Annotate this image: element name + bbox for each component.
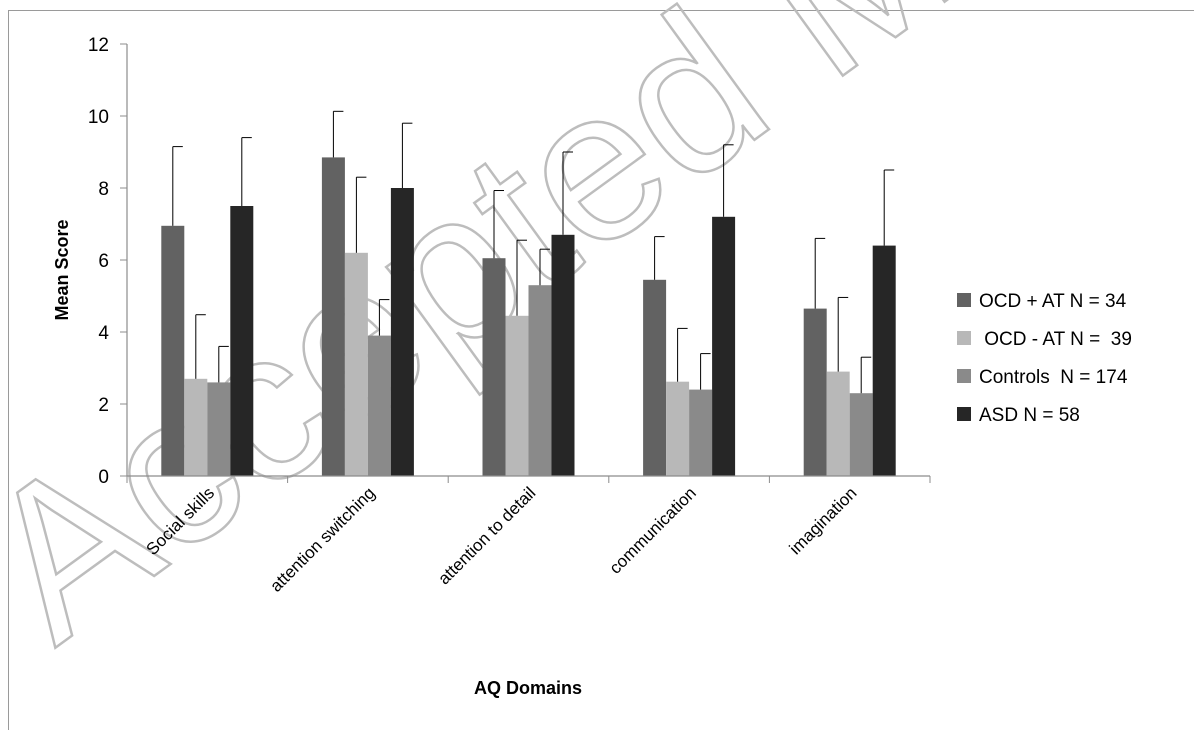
x-axis-title: AQ Domains [474,678,582,698]
error-bar-2-3 [700,353,711,390]
y-tick-label-12: 12 [88,35,109,56]
bar-3-4 [872,245,896,476]
bar-2-3 [689,389,713,476]
bar-1-1 [344,252,368,476]
legend-label-2: Controls N = 174 [979,367,1128,388]
legend-swatch-3 [957,407,971,421]
error-bar-3-2 [562,151,573,235]
error-bar-0-1 [332,110,344,158]
bar-0-2 [482,258,506,476]
y-tick-label-10: 10 [88,107,109,128]
bar-3-2 [551,234,575,476]
legend-swatch-0 [957,293,971,307]
error-bar-0-2 [493,190,504,259]
error-bar-3-1 [401,122,413,188]
axes-layer [120,43,931,483]
error-bar-2-0 [218,345,229,383]
error-bar-3-4 [883,169,895,246]
legend-item-2: Controls N = 174 [957,367,1128,388]
bar-2-0 [207,382,231,476]
y-axis-title: Mean Score [52,219,72,320]
legend-swatch-1 [957,331,971,345]
y-tick-label-0: 0 [98,467,109,488]
error-bar-1-4 [837,296,849,372]
bar-1-3 [666,381,690,476]
error-bar-1-2 [516,239,527,316]
legend-label-3: ASD N = 58 [979,405,1080,426]
y-tick-label-8: 8 [98,179,109,200]
error-bar-1-1 [355,176,367,253]
bar-0-3 [643,279,667,476]
error-bar-1-3 [677,327,688,382]
error-bar-0-4 [814,237,826,309]
error-bar-1-0 [195,314,206,379]
error-bar-0-0 [172,146,183,226]
error-bar-3-0 [241,137,252,206]
bar-1-2 [505,315,529,476]
bar-2-4 [849,393,873,476]
chart-frame [8,10,1194,730]
error-bar-2-1 [378,299,390,336]
bar-2-1 [367,335,391,476]
legend-item-1: OCD - AT N = 39 [957,329,1132,350]
y-tick-label-6: 6 [98,251,109,272]
bar-1-0 [184,378,208,476]
bar-3-0 [230,206,254,476]
bar-3-1 [390,188,414,476]
category-label-3: communication [606,483,700,577]
legend: OCD + AT N = 34 OCD - AT N = 39 Controls … [957,291,1132,426]
category-label-4: imagination [786,483,861,558]
bar-2-2 [528,285,552,476]
legend-label-1: OCD - AT N = 39 [979,329,1132,350]
error-bar-2-4 [860,356,872,394]
bar-0-0 [161,225,185,476]
legend-swatch-2 [957,369,971,383]
error-bar-2-2 [539,248,550,286]
y-tick-label-4: 4 [98,323,109,344]
bar-1-4 [826,371,850,476]
category-label-2: attention to detail [434,483,539,588]
legend-item-0: OCD + AT N = 34 [957,291,1127,312]
legend-label-0: OCD + AT N = 34 [979,291,1127,312]
error-bars-layer [172,110,895,394]
bar-3-3 [712,216,736,477]
error-bar-0-3 [654,236,665,280]
bars-layer [161,157,896,477]
bar-0-4 [803,308,827,476]
y-tick-label-2: 2 [98,395,109,416]
bar-0-1 [321,157,345,476]
error-bar-3-3 [723,144,734,217]
legend-item-3: ASD N = 58 [957,405,1080,426]
